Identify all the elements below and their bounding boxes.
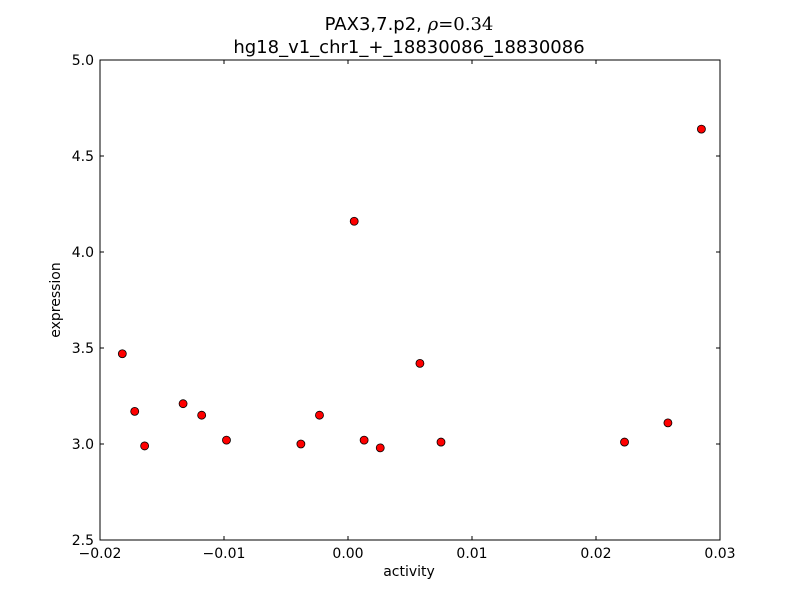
chart-title-rho-value: =0.34 [438,14,493,35]
chart-title-prefix: PAX3,7.p2, [325,14,428,35]
data-point [222,435,231,445]
x-tick-label: 0.00 [332,546,363,562]
chart-title-line2: hg18_v1_chr1_+_18830086_18830086 [233,37,584,58]
y-tick-label: 3.5 [72,341,94,357]
data-point [296,439,306,449]
data-point [117,349,127,359]
data-point [375,443,385,453]
x-tick-label: −0.02 [79,546,122,562]
data-point [315,410,324,420]
y-tick-label: 2.5 [72,533,94,549]
data-point [697,124,706,134]
data-point [349,216,359,226]
y-tick-label: 4.0 [72,245,94,261]
data-point [140,441,150,451]
x-tick-label: 0.01 [456,546,487,562]
x-tick-label: −0.01 [203,546,246,562]
chart-title-rho-symbol: ρ [427,14,439,35]
data-point [415,358,425,368]
y-tick-label: 3.0 [72,437,94,453]
y-tick-label: 4.5 [72,149,94,165]
data-point [130,406,140,416]
x-tick-label: 0.02 [580,546,611,562]
data-points [117,124,706,453]
y-axis-label: expression [48,262,64,338]
axis-tick-labels: −0.02 −0.01 0.00 0.01 0.02 0.03 2.5 3.0 3.5 4.0 4.… [72,53,736,562]
data-point [178,399,188,409]
x-axis-label: activity [383,564,435,580]
data-point [197,410,207,420]
plot-area [100,60,720,540]
x-tick-label: 0.03 [704,546,735,562]
plot-frame [99,59,721,541]
data-point [359,435,369,445]
chart-title-line1: PAX3,7.p2, ρ=0.34 [325,14,494,35]
data-point [620,437,629,447]
y-tick-label: 5.0 [72,53,94,69]
data-point [436,437,446,447]
data-point [663,418,673,428]
